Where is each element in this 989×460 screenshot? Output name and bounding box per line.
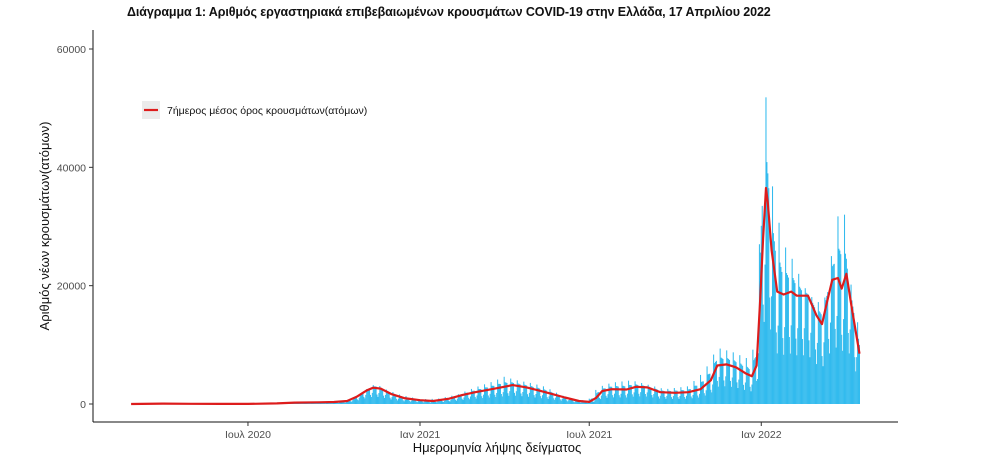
svg-text:40000: 40000	[57, 162, 86, 174]
svg-text:20000: 20000	[57, 281, 86, 293]
seven-day-average-line	[131, 186, 861, 406]
y-axis-ticks: 0 20000 40000 60000	[57, 44, 93, 411]
legend: 7ήμερος μέσος όρος κρουσμάτων(ατόμων)	[142, 101, 367, 119]
svg-text:Ιαν 2022: Ιαν 2022	[741, 429, 782, 441]
svg-text:Ιουλ 2021: Ιουλ 2021	[566, 429, 612, 441]
svg-text:60000: 60000	[57, 44, 86, 56]
svg-text:0: 0	[80, 399, 86, 411]
x-axis-ticks: Ιουλ 2020 Ιαν 2021 Ιουλ 2021 Ιαν 2022	[225, 422, 782, 441]
svg-text:Ιαν 2021: Ιαν 2021	[400, 429, 441, 441]
chart-title: Διάγραμμα 1: Αριθμός εργαστηριακά επιβεβ…	[127, 5, 771, 19]
y-axis-title: Αριθμός νέων κρουσμάτων(ατόμων)	[37, 122, 52, 331]
x-axis-title: Ημερομηνία λήψης δείγματος	[413, 440, 582, 455]
svg-text:Ιουλ 2020: Ιουλ 2020	[225, 429, 271, 441]
daily-cases-bars	[131, 97, 860, 404]
legend-label: 7ήμερος μέσος όρος κρουσμάτων(ατόμων)	[167, 105, 367, 117]
